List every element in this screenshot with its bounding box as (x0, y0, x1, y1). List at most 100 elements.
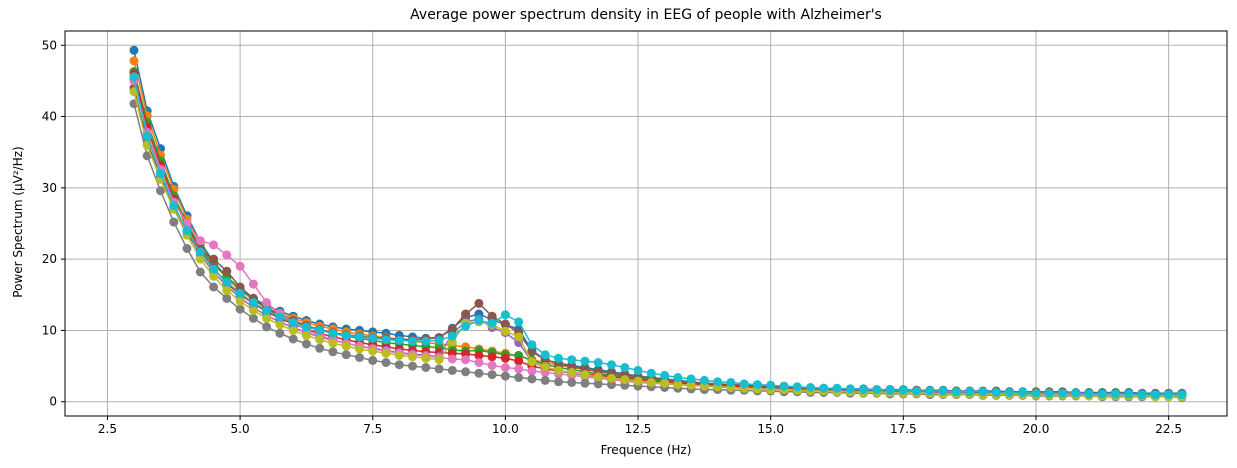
data-point (1177, 390, 1187, 400)
data-point (1111, 389, 1121, 399)
data-point (182, 244, 192, 253)
data-point (209, 264, 219, 274)
data-point (646, 378, 656, 387)
data-point (779, 381, 789, 391)
y-axis-label: Power Spectrum (μV²/Hz) (11, 146, 25, 298)
data-point (593, 358, 603, 367)
data-point (739, 379, 749, 389)
data-point (607, 373, 616, 383)
data-point (301, 330, 311, 340)
data-point (447, 331, 457, 341)
data-point (209, 254, 219, 264)
data-point (580, 356, 590, 366)
data-point (248, 279, 258, 289)
data-point (646, 368, 656, 378)
data-point (806, 383, 815, 392)
data-point (301, 322, 311, 332)
data-point (540, 362, 550, 372)
data-point (394, 350, 404, 360)
data-point (527, 357, 537, 367)
x-axis-label: Frequence (Hz) (600, 443, 692, 457)
data-point (580, 378, 590, 388)
data-point (434, 355, 444, 365)
series-line-2 (133, 60, 1182, 395)
x-tick-label: 12.5 (625, 422, 652, 436)
y-tick-label: 50 (42, 38, 57, 52)
data-point (275, 312, 285, 322)
data-point (381, 335, 391, 345)
data-point (288, 318, 298, 328)
series-line-7 (133, 80, 1182, 397)
data-point (248, 306, 258, 315)
data-point (235, 304, 245, 314)
data-point (1071, 388, 1081, 398)
data-point (514, 373, 524, 382)
data-point (832, 383, 842, 393)
data-point (275, 328, 285, 338)
series-line-4 (133, 73, 1182, 397)
data-point (434, 364, 444, 374)
y-tick-label: 30 (42, 181, 57, 195)
data-point (355, 344, 364, 354)
data-point (620, 375, 630, 385)
chart-title: Average power spectrum density in EEG of… (410, 7, 882, 23)
data-point (328, 328, 338, 338)
data-point (487, 318, 497, 328)
data-point (514, 332, 524, 342)
y-tick-label: 10 (42, 323, 57, 337)
data-point (1124, 389, 1134, 399)
data-point (500, 319, 510, 329)
data-point (1164, 390, 1174, 400)
data-point (288, 334, 298, 344)
data-point (567, 378, 577, 387)
data-point (195, 267, 205, 277)
data-point (262, 313, 272, 323)
data-point (461, 367, 471, 377)
x-tick-label: 20.0 (1023, 422, 1050, 436)
x-tick-label: 5.0 (231, 422, 250, 436)
data-point (235, 296, 245, 306)
data-point (792, 382, 802, 392)
data-point (633, 376, 643, 386)
data-point (859, 385, 868, 395)
data-point (461, 309, 471, 319)
data-point (461, 355, 471, 365)
data-point (752, 380, 762, 390)
data-point (408, 336, 417, 346)
x-tick-label: 22.5 (1155, 422, 1182, 436)
data-point (408, 361, 417, 371)
data-point (1097, 389, 1107, 399)
data-point (248, 298, 258, 308)
data-point (487, 370, 497, 380)
data-point (408, 352, 417, 362)
data-point (527, 366, 537, 376)
data-point (262, 298, 272, 308)
data-point (593, 379, 603, 389)
data-point (222, 286, 232, 295)
data-point (951, 387, 961, 397)
data-point (368, 346, 378, 356)
data-point (129, 45, 139, 55)
data-point (487, 352, 497, 362)
data-point (142, 151, 152, 161)
data-point (726, 378, 736, 387)
series-line-6 (133, 87, 1182, 395)
data-point (156, 186, 165, 196)
data-point (500, 371, 510, 381)
data-point (938, 386, 948, 396)
data-point (487, 311, 497, 321)
data-point (527, 374, 537, 384)
data-point (328, 338, 338, 348)
plot-frame (64, 30, 1228, 417)
data-point (673, 380, 683, 390)
data-point (885, 385, 895, 395)
data-point (381, 348, 391, 358)
data-point (474, 368, 484, 378)
data-point (341, 350, 351, 360)
data-point (355, 332, 364, 342)
data-point (222, 277, 232, 287)
data-point (235, 282, 245, 292)
data-point (129, 72, 139, 82)
data-point (500, 310, 510, 320)
data-point (660, 370, 670, 380)
